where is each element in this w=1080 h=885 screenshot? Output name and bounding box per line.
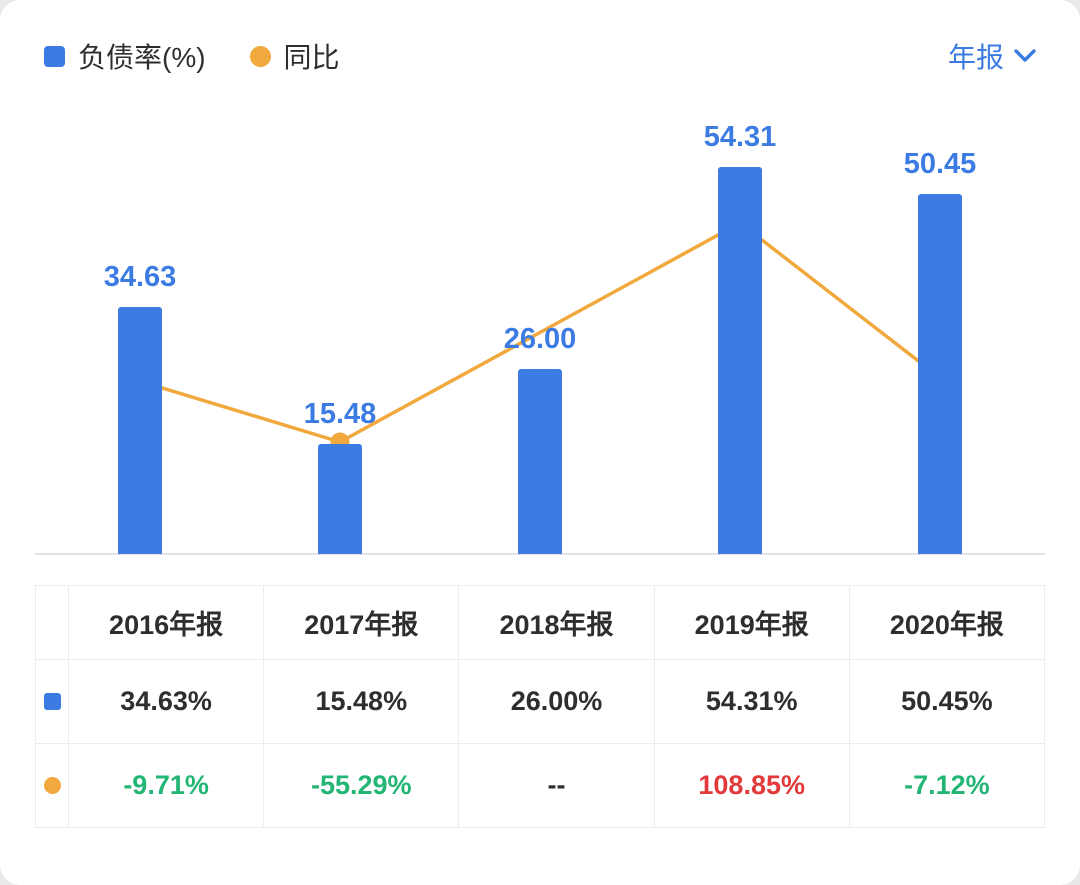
- table-cell: 26.00%: [458, 659, 654, 743]
- chart-header: 负债率(%) 同比 年报: [0, 0, 1080, 78]
- chevron-down-icon: [1014, 49, 1036, 62]
- bar-2016年报[interactable]: [118, 307, 162, 554]
- period-selector[interactable]: 年报: [948, 36, 1036, 76]
- line-series-icon: [43, 777, 61, 794]
- bar-series-icon: [43, 693, 61, 710]
- table-cell: 108.85%: [653, 743, 849, 827]
- bar-series-label: 负债率(%): [78, 42, 206, 73]
- table-header-2020年报: 2020年报: [848, 585, 1044, 659]
- table-header-2016年报: 2016年报: [68, 585, 264, 659]
- bar-value-label-2017年报: 15.48: [303, 398, 377, 430]
- table-cell: 34.63%: [68, 659, 264, 743]
- table-header-2017年报: 2017年报: [263, 585, 459, 659]
- table-header-2018年报: 2018年报: [458, 585, 654, 659]
- table-cell: -7.12%: [848, 743, 1044, 827]
- bar-value-label-2016年报: 34.63: [103, 261, 177, 293]
- legend-item-line-series: 同比: [249, 36, 340, 76]
- bar-value-label-2020年报: 50.45: [903, 148, 977, 180]
- table-row-line-series: -9.71% -55.29% -- 108.85% -7.12%: [35, 743, 1044, 827]
- bar-2017年报[interactable]: [318, 444, 362, 554]
- legend: 负债率(%) 同比: [44, 36, 340, 76]
- bar-value-label-2018年报: 26.00: [503, 323, 577, 355]
- table-header-2019年报: 2019年报: [653, 585, 849, 659]
- line-series-cell: [35, 743, 68, 827]
- bar-series-cell: [35, 659, 68, 743]
- bar-series-swatch-icon: [44, 45, 65, 67]
- line-series-swatch-icon: [249, 45, 271, 67]
- period-selector-label: 年报: [947, 42, 1004, 73]
- table-cell: --: [458, 743, 654, 827]
- bar-value-label-2019年报: 54.31: [703, 121, 777, 153]
- table-row-bar-series: 34.63% 15.48% 26.00% 54.31% 50.45%: [35, 659, 1044, 743]
- line-series-label: 同比: [283, 42, 340, 73]
- line-series-path: [139, 220, 942, 444]
- data-table: 2016年报 2017年报 2018年报 2019年报 2020年报 34.63% 15.4…: [35, 585, 1045, 828]
- chart-area: 34.63 15.48 26.00 54.31 50.45: [0, 100, 1080, 555]
- bar-2019年报[interactable]: [718, 167, 762, 554]
- bar-2020年报[interactable]: [918, 194, 962, 554]
- table-cell: 50.45%: [848, 659, 1044, 743]
- table-cell: 54.31%: [653, 659, 849, 743]
- bar-2018年报[interactable]: [518, 369, 562, 554]
- table-cell: 15.48%: [263, 659, 459, 743]
- table-header-row: 2016年报 2017年报 2018年报 2019年报 2020年报: [35, 585, 1044, 659]
- x-axis-line: [35, 553, 1045, 555]
- legend-item-bar-series: 负债率(%): [44, 36, 206, 76]
- table-cell: -9.71%: [68, 743, 264, 827]
- table-cell: -55.29%: [263, 743, 459, 827]
- table-corner-cell: [35, 585, 68, 659]
